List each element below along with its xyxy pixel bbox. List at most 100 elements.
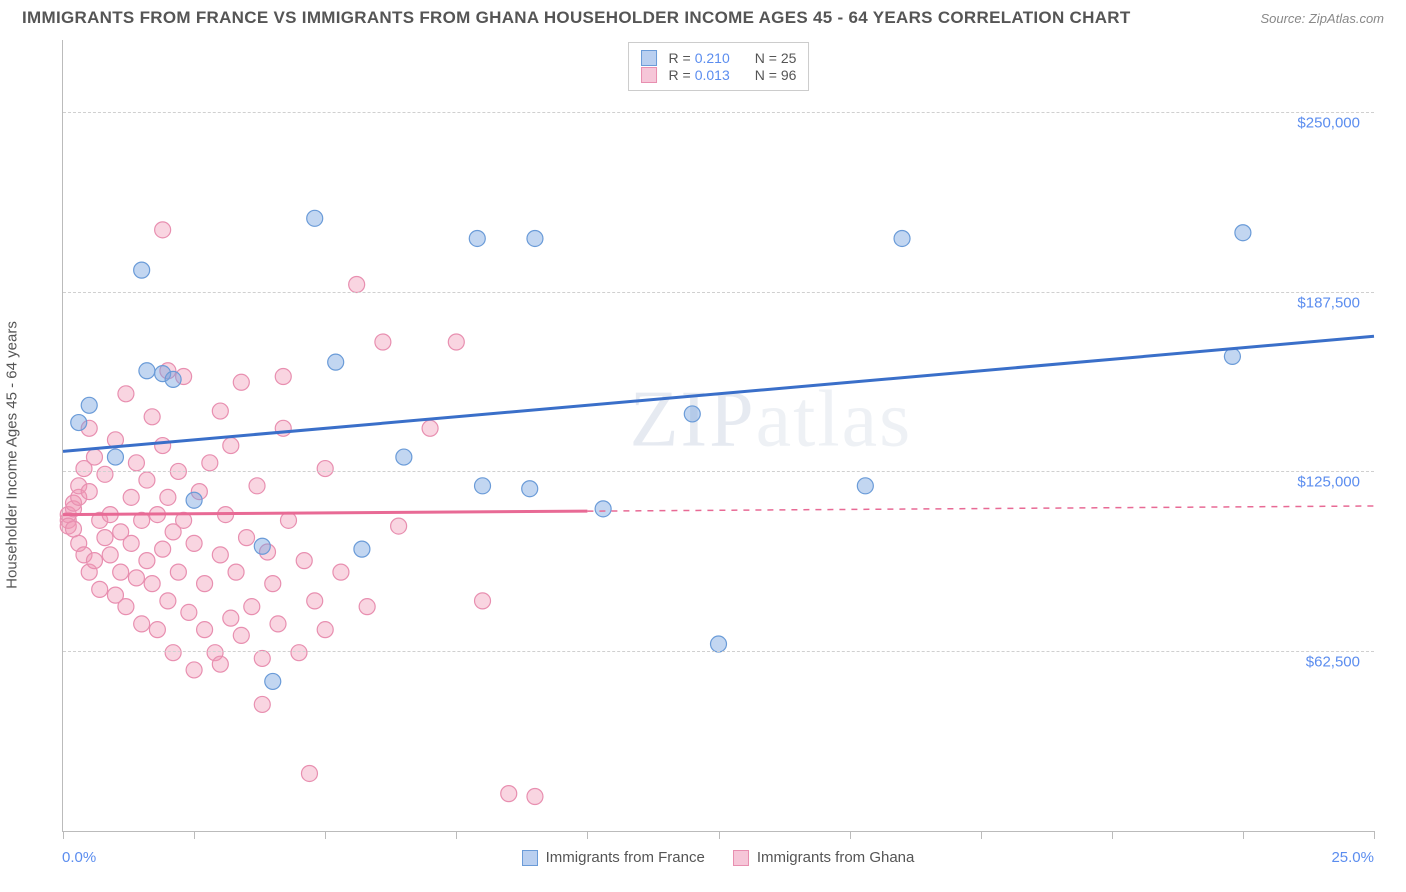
y-axis-label: Householder Income Ages 45 - 64 years: [4, 321, 21, 589]
data-point: [265, 576, 281, 592]
x-tick: [587, 831, 588, 839]
data-point: [155, 438, 171, 454]
data-point: [139, 472, 155, 488]
x-tick: [981, 831, 982, 839]
data-point: [469, 230, 485, 246]
gridline: [63, 651, 1374, 652]
r-value-ghana: 0.013: [695, 67, 741, 83]
data-point: [254, 538, 270, 554]
data-point: [475, 593, 491, 609]
y-tick-label: $187,500: [1297, 294, 1360, 311]
data-point: [144, 409, 160, 425]
data-point: [107, 449, 123, 465]
data-point: [113, 564, 129, 580]
data-point: [149, 622, 165, 638]
legend-item-ghana: Immigrants from Ghana: [733, 849, 915, 866]
data-point: [134, 262, 150, 278]
data-point: [86, 449, 102, 465]
data-point: [160, 489, 176, 505]
data-point: [144, 576, 160, 592]
data-point: [354, 541, 370, 557]
data-point: [333, 564, 349, 580]
trend-line: [63, 336, 1374, 451]
data-point: [270, 616, 286, 632]
data-point: [595, 501, 611, 517]
data-point: [165, 645, 181, 661]
legend-item-france: Immigrants from France: [522, 849, 705, 866]
trend-line-dashed: [587, 506, 1374, 511]
x-tick: [1243, 831, 1244, 839]
data-point: [97, 466, 113, 482]
data-point: [170, 564, 186, 580]
data-point: [307, 210, 323, 226]
gridline: [63, 471, 1374, 472]
data-point: [139, 553, 155, 569]
swatch-france: [641, 50, 657, 66]
data-point: [684, 406, 700, 422]
legend-stats-row: R = 0.013 N = 96: [641, 67, 797, 83]
data-point: [233, 374, 249, 390]
x-tick: [719, 831, 720, 839]
data-point: [1235, 225, 1251, 241]
data-point: [265, 673, 281, 689]
x-tick: [1112, 831, 1113, 839]
data-point: [123, 489, 139, 505]
data-point: [228, 564, 244, 580]
chart-title: IMMIGRANTS FROM FRANCE VS IMMIGRANTS FRO…: [22, 8, 1131, 28]
data-point: [375, 334, 391, 350]
data-point: [244, 599, 260, 615]
data-point: [81, 397, 97, 413]
y-tick-label: $62,500: [1306, 654, 1360, 671]
y-tick-label: $125,000: [1297, 474, 1360, 491]
data-point: [118, 599, 134, 615]
data-point: [118, 386, 134, 402]
data-point: [275, 369, 291, 385]
data-point: [212, 656, 228, 672]
data-point: [123, 535, 139, 551]
series-label-france: Immigrants from France: [546, 849, 705, 866]
swatch-ghana: [733, 850, 749, 866]
n-value-ghana: 96: [781, 67, 797, 83]
data-point: [349, 276, 365, 292]
data-point: [328, 354, 344, 370]
data-point: [186, 535, 202, 551]
data-point: [301, 765, 317, 781]
y-tick-label: $250,000: [1297, 114, 1360, 131]
data-point: [197, 622, 213, 638]
data-point: [186, 662, 202, 678]
plot-svg: [63, 40, 1374, 831]
swatch-france: [522, 850, 538, 866]
x-axis-row: 0.0% Immigrants from France Immigrants f…: [62, 849, 1374, 866]
data-point: [71, 415, 87, 431]
data-point: [711, 636, 727, 652]
data-point: [160, 593, 176, 609]
data-point: [857, 478, 873, 494]
data-point: [1224, 348, 1240, 364]
series-label-ghana: Immigrants from Ghana: [757, 849, 915, 866]
data-point: [448, 334, 464, 350]
x-tick: [194, 831, 195, 839]
data-point: [212, 547, 228, 563]
data-point: [527, 230, 543, 246]
data-point: [223, 610, 239, 626]
data-point: [391, 518, 407, 534]
data-point: [501, 786, 517, 802]
data-point: [296, 553, 312, 569]
data-point: [181, 604, 197, 620]
x-axis-min: 0.0%: [62, 849, 96, 866]
legend-stats-row: R = 0.210 N = 25: [641, 50, 797, 66]
legend-stats: R = 0.210 N = 25 R = 0.013 N = 96: [628, 42, 810, 91]
gridline: [63, 292, 1374, 293]
plot-region: ZIPatlas R = 0.210 N = 25 R = 0.013 N = …: [62, 40, 1374, 832]
gridline: [63, 112, 1374, 113]
source-label: Source: ZipAtlas.com: [1260, 11, 1384, 26]
data-point: [254, 696, 270, 712]
n-value-france: 25: [781, 50, 797, 66]
data-point: [280, 512, 296, 528]
chart-area: Householder Income Ages 45 - 64 years ZI…: [22, 36, 1384, 874]
data-point: [155, 541, 171, 557]
data-point: [396, 449, 412, 465]
x-tick: [1374, 831, 1375, 839]
data-point: [223, 438, 239, 454]
x-axis-max: 25.0%: [1331, 849, 1374, 866]
